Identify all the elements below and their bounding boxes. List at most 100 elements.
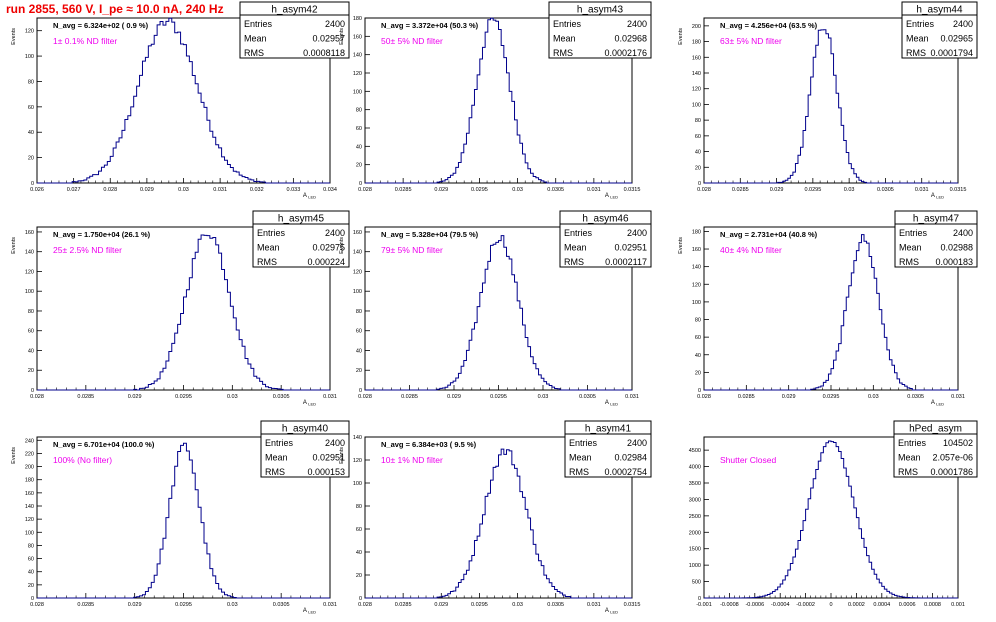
navg-label: N_avg = 6.384e+03 ( 9.5 %): [381, 440, 477, 449]
y-tick-label: 80: [356, 504, 362, 510]
stats-rms-label: RMS: [564, 257, 584, 267]
stats-title: h_asym41: [585, 424, 632, 435]
stats-box-frame: [260, 420, 350, 478]
x-tick-label: 0.032: [250, 187, 264, 193]
y-tick-label: 180: [692, 229, 701, 235]
x-tick-label: -0.001: [696, 602, 712, 608]
x-tick-label: 0.028: [30, 602, 44, 608]
y-tick-label: 120: [353, 71, 362, 77]
x-tick-label: 0.0305: [579, 394, 596, 400]
y-tick-label: 100: [25, 530, 34, 536]
y-tick-label: 0: [31, 596, 34, 602]
stats-rms-label: RMS: [906, 48, 926, 58]
x-tick-label: 0.0008: [924, 602, 941, 608]
navg-label: N_avg = 4.256e+04 (63.5 %): [720, 21, 818, 30]
y-tick-label: 20: [356, 368, 362, 374]
x-tick-label: 0.0285: [77, 394, 94, 400]
stats-entries-value: 2400: [325, 19, 345, 29]
y-tick-label: 140: [25, 504, 34, 510]
x-tick-label: 0.0295: [175, 602, 192, 608]
x-tick-label: 0.031: [323, 602, 337, 608]
histogram-panel-h_asym40: 0 20 40 60 80 100 120 140 160 180 200 220 240 0.028 0.…: [11, 420, 350, 615]
x-tick-label: 0.034: [323, 187, 337, 193]
y-tick-label: 60: [28, 329, 34, 335]
histogram-panel-h_asym47: 0 20 40 60 80 100 120 140 160 180 0.028 0.0285 0.029…: [678, 210, 978, 407]
y-tick-label: 140: [25, 250, 34, 256]
filter-label: 25± 2.5% ND filter: [53, 245, 122, 255]
x-tick-label: 0.029: [434, 187, 448, 193]
x-tick-label: 0.0285: [395, 602, 412, 608]
y-tick-label: 140: [353, 53, 362, 59]
navg-label: N_avg = 5.328e+04 (79.5 %): [381, 230, 479, 239]
stats-entries-value: 2400: [953, 228, 973, 238]
stats-rms-label: RMS: [265, 467, 285, 477]
x-axis-title-subscript: LED: [610, 610, 618, 615]
y-tick-label: 100: [353, 481, 362, 487]
y-tick-label: 120: [25, 517, 34, 523]
y-tick-label: 3500: [689, 481, 701, 487]
x-tick-label: 0.0315: [624, 602, 641, 608]
x-tick-label: 0.0004: [873, 602, 890, 608]
y-tick-label: 120: [25, 29, 34, 35]
y-tick-label: 3000: [689, 497, 701, 503]
stats-mean-value: 0.02965: [940, 34, 973, 44]
stats-entries-label: Entries: [569, 438, 598, 448]
x-tick-label: 0.03: [538, 394, 549, 400]
y-tick-label: 80: [356, 108, 362, 114]
y-tick-label: 120: [692, 282, 701, 288]
x-tick-label: 0.03: [512, 602, 523, 608]
stats-entries-value: 2400: [627, 438, 647, 448]
y-tick-label: 60: [695, 335, 701, 341]
y-tick-label: 160: [25, 230, 34, 236]
x-axis-title-subscript: LED: [610, 195, 618, 200]
x-tick-label: 0.0285: [732, 187, 749, 193]
x-tick-label: 0.001: [951, 602, 965, 608]
x-tick-label: 0.0295: [471, 187, 488, 193]
stats-mean-value: 0.02988: [940, 243, 973, 253]
histogram-panel-h_asym42: 0 20 40 60 80 100 120 0.026 0.027 0.028 0.029 0.03 0…: [11, 1, 350, 200]
x-tick-label: 0.026: [30, 187, 44, 193]
stats-mean-label: Mean: [265, 453, 288, 463]
stats-title: hPed_asym: [909, 424, 962, 435]
stats-box: h_asym46 Entries 2400 Mean 0.02951 RMS 0.00021…: [559, 210, 652, 268]
stats-entries-value: 104502: [943, 438, 973, 448]
x-tick-label: 0.0295: [823, 394, 840, 400]
y-tick-label: 500: [692, 580, 701, 586]
y-tick-label: 60: [28, 105, 34, 111]
y-tick-label: 80: [28, 309, 34, 315]
stats-entries-label: Entries: [257, 228, 286, 238]
stats-box: h_asym40 Entries 2400 Mean 0.02951 RMS 0.00015…: [260, 420, 350, 478]
x-axis-title-subscript: LED: [308, 610, 316, 615]
histogram-panel-h_asym44: 0 20 40 60 80 100 120 140 160 180 200 0.028 0.0285 0.…: [678, 1, 978, 200]
stats-box-frame: [901, 1, 978, 59]
y-tick-label: 60: [695, 134, 701, 140]
stats-box-frame: [894, 210, 978, 268]
stats-rms-label: RMS: [553, 48, 573, 58]
x-tick-label: 0.03: [227, 602, 238, 608]
stats-title: h_asym44: [916, 5, 963, 16]
x-tick-label: 0.0305: [547, 602, 564, 608]
stats-entries-value: 2400: [627, 228, 647, 238]
y-tick-label: 180: [353, 16, 362, 22]
x-tick-label: 0.031: [587, 187, 601, 193]
navg-label: N_avg = 1.750e+04 (26.1 %): [53, 230, 151, 239]
stats-box-frame: [893, 420, 978, 478]
stats-title: h_asym47: [913, 214, 960, 225]
x-tick-label: 0.03: [227, 394, 238, 400]
stats-rms-value: 0.000224: [307, 257, 345, 267]
x-tick-label: 0.0295: [490, 394, 507, 400]
x-tick-label: 0.028: [103, 187, 117, 193]
histogram-line: [365, 235, 632, 391]
stats-rms-label: RMS: [257, 257, 277, 267]
x-tick-label: 0.028: [697, 187, 711, 193]
stats-mean-label: Mean: [257, 243, 280, 253]
stats-mean-label: Mean: [569, 453, 592, 463]
y-tick-label: 120: [692, 87, 701, 93]
y-tick-label: 60: [356, 329, 362, 335]
y-tick-label: 2000: [689, 530, 701, 536]
stats-mean-label: Mean: [553, 34, 576, 44]
x-tick-label: 0.031: [587, 602, 601, 608]
y-tick-label: 0: [698, 596, 701, 602]
stats-title: h_asym46: [582, 214, 629, 225]
